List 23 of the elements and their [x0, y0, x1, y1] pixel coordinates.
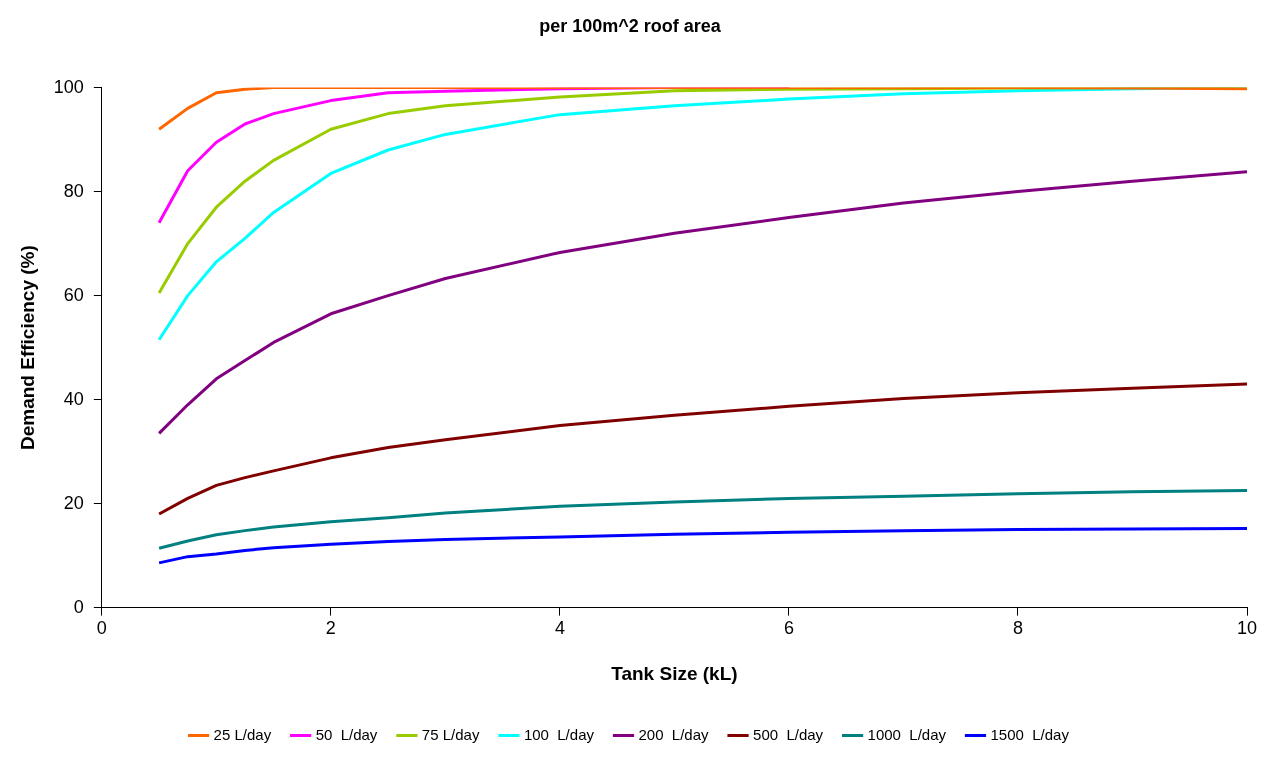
x-tick-label: 2 — [325, 618, 336, 639]
y-tick-label: 40 — [63, 388, 84, 409]
y-axis-title: Demand Efficiency (%) — [16, 245, 38, 451]
x-tick-label: 4 — [554, 618, 565, 639]
x-axis-title: Tank Size (kL) — [611, 662, 738, 684]
y-tick-label: 80 — [63, 180, 84, 201]
legend-label: 500 L/day — [753, 725, 824, 743]
legend-label: 1500 L/day — [990, 725, 1070, 743]
x-tick-label: 0 — [96, 618, 107, 639]
y-tick-label: 60 — [63, 284, 84, 305]
chart-title: per 100m^2 roof area — [539, 15, 722, 36]
y-tick-label: 100 — [53, 76, 84, 97]
legend-label: 50 L/day — [315, 725, 378, 743]
y-tick-label: 0 — [73, 596, 84, 617]
y-tick-label: 20 — [63, 492, 84, 513]
legend-label: 75 L/day — [421, 725, 480, 743]
legend-label: 100 L/day — [523, 725, 595, 743]
legend-label: 1000 L/day — [867, 725, 947, 743]
x-tick-label: 8 — [1012, 618, 1023, 639]
x-tick-label: 6 — [783, 618, 794, 639]
x-tick-label: 10 — [1236, 618, 1258, 639]
legend-label: 25 L/day — [213, 725, 272, 743]
legend-label: 200 L/day — [638, 725, 710, 743]
